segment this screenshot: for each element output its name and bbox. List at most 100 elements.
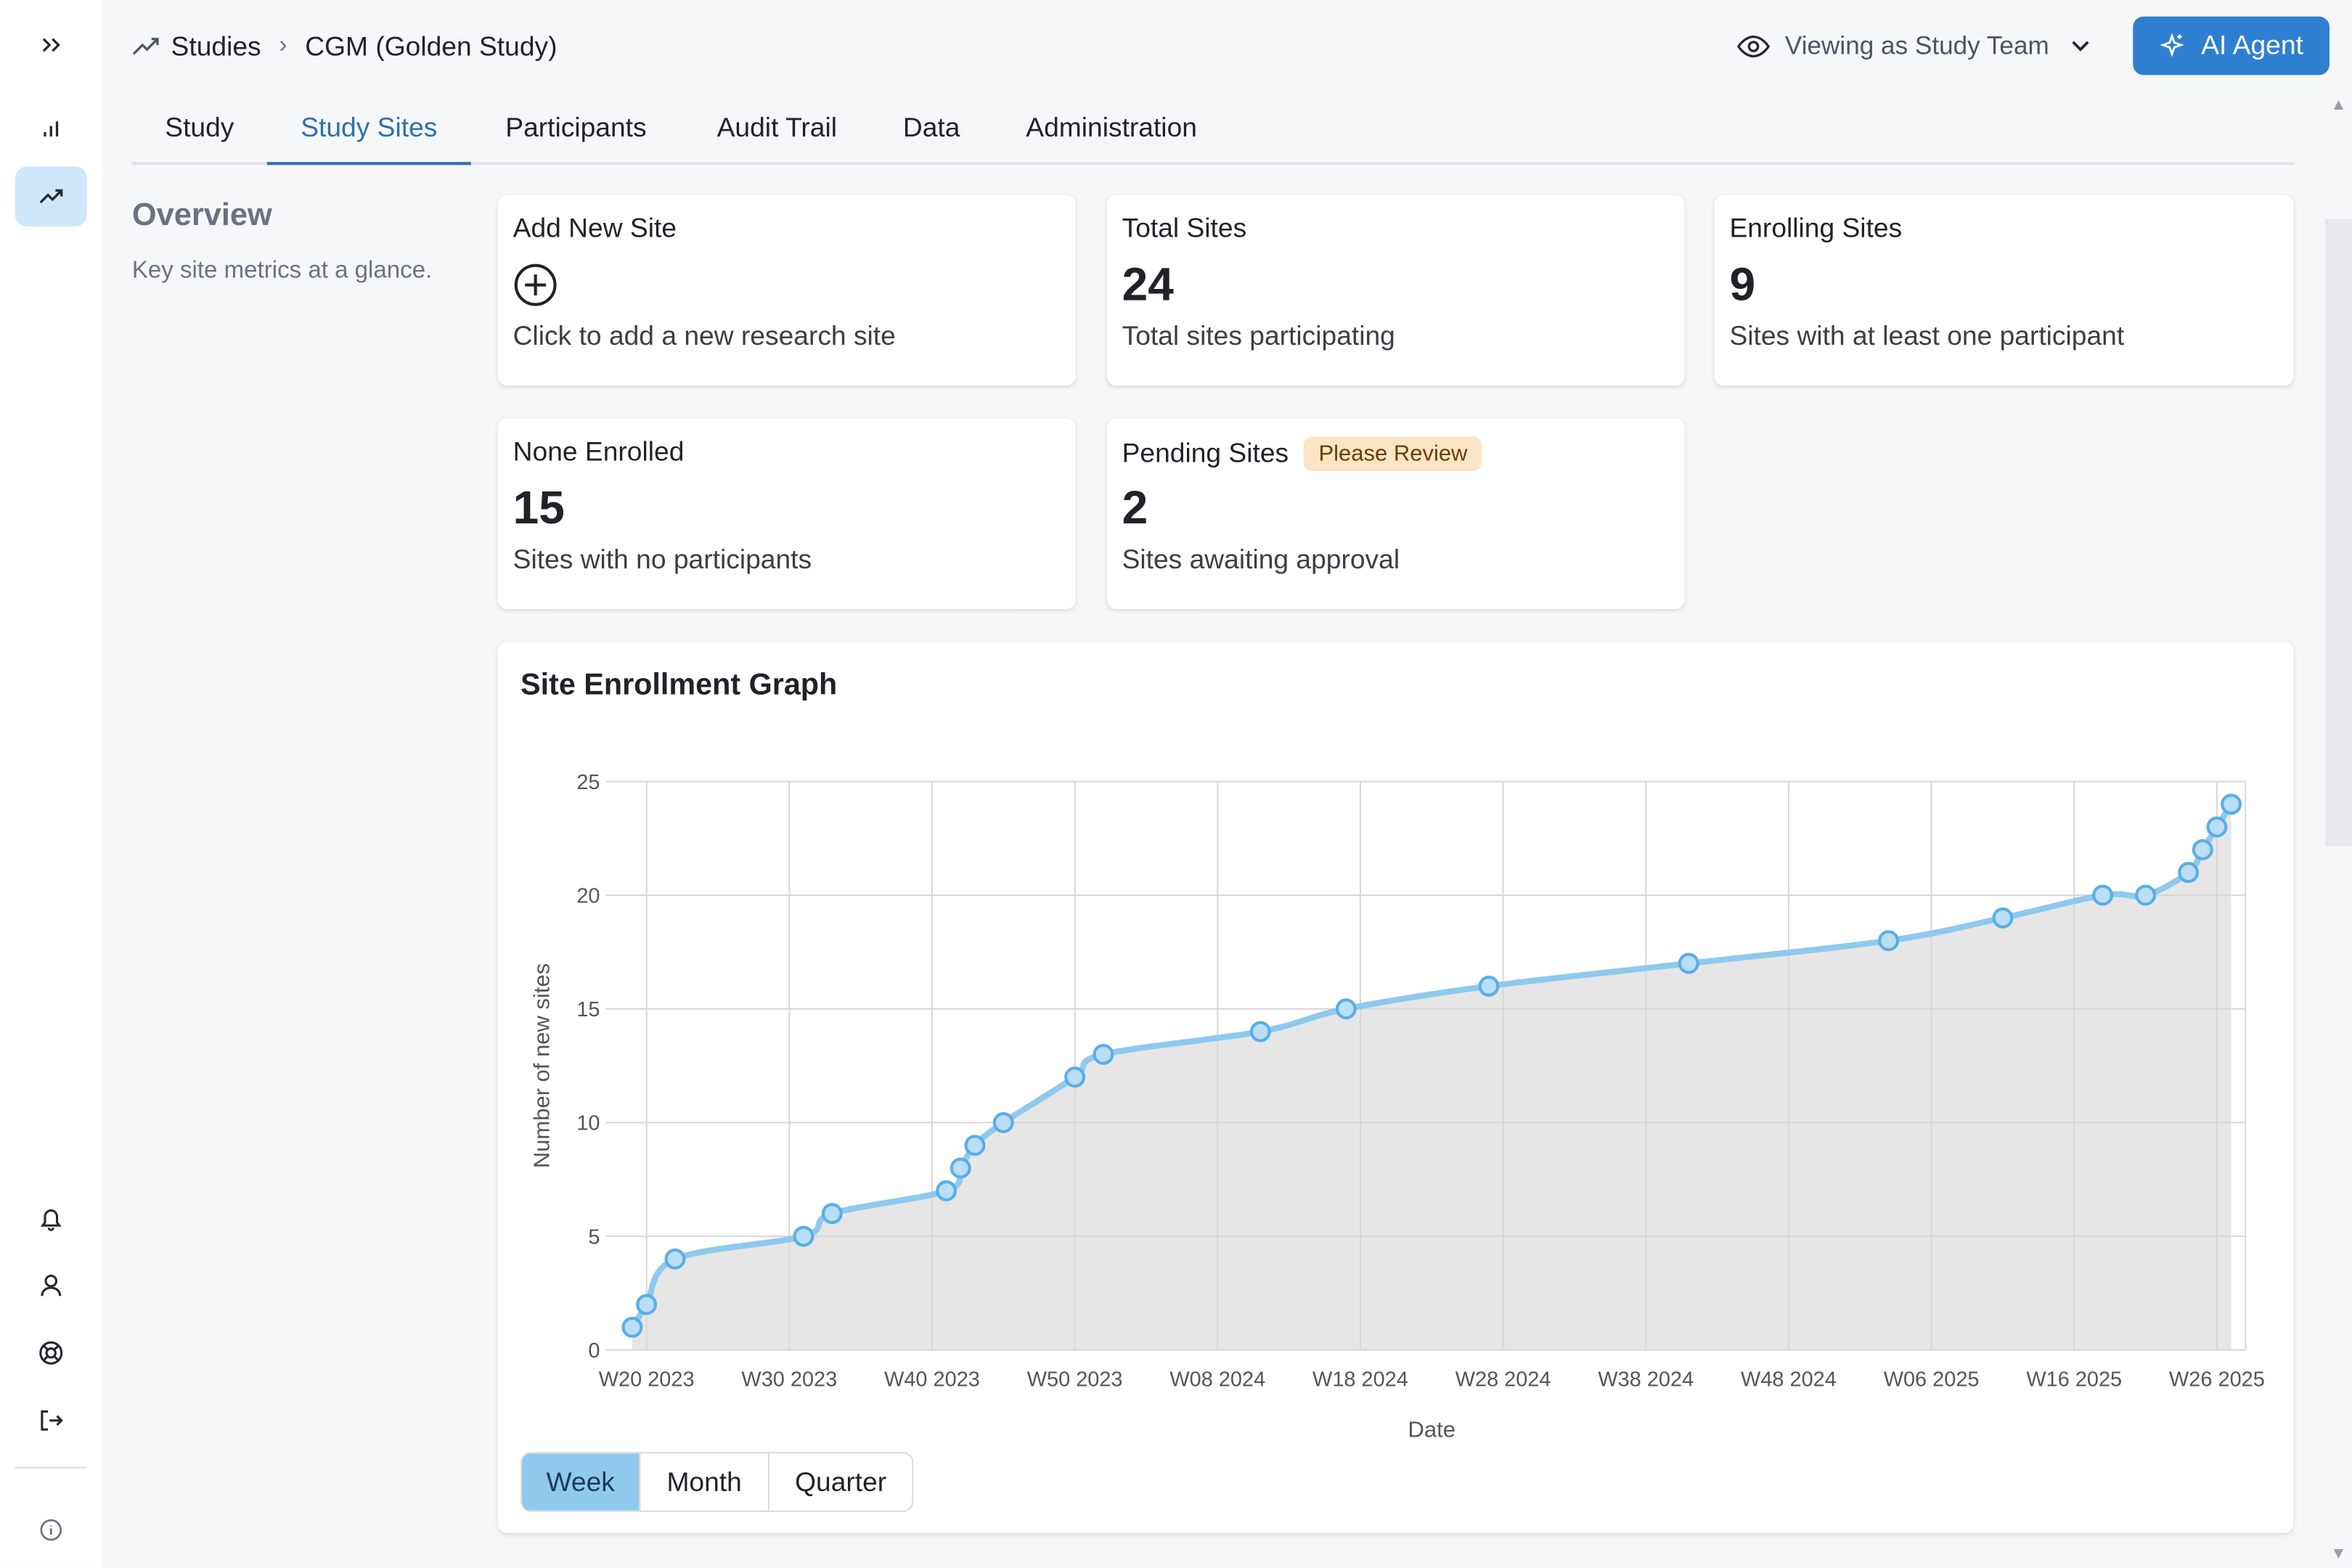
user-icon[interactable] <box>15 1255 87 1315</box>
x-tick-label: W50 2023 <box>1027 1368 1123 1391</box>
viewing-as-selector[interactable]: Viewing as Study Team <box>1736 27 2091 66</box>
card-description: Total sites participating <box>1122 321 1395 351</box>
total-sites-card: Total Sites 24 Total sites participating <box>1106 195 1685 386</box>
data-point <box>793 1225 814 1247</box>
sparkle-icon <box>2159 32 2186 59</box>
card-title: Add New Site <box>513 213 677 243</box>
add-new-site-card[interactable]: Add New Site Click to add a new research… <box>498 195 1076 386</box>
tab-participants[interactable]: Participants <box>505 111 647 142</box>
range-month-button[interactable]: Month <box>640 1453 770 1511</box>
data-point <box>664 1248 686 1270</box>
breadcrumb: Studies › CGM (Golden Study) <box>132 27 558 66</box>
card-title: None Enrolled <box>513 436 685 467</box>
expand-icon[interactable] <box>15 15 87 75</box>
none-enrolled-card: None Enrolled 15 Sites with no participa… <box>498 418 1076 609</box>
enrolling-sites-card: Enrolling Sites 9 Sites with at least on… <box>1714 195 2294 386</box>
card-description: Sites with no participants <box>513 544 812 575</box>
overview-description: Key site metrics at a glance. <box>131 258 433 284</box>
x-tick-label: W20 2023 <box>599 1368 695 1391</box>
card-title: Total Sites <box>1122 213 1247 243</box>
plus-circle-icon <box>513 263 558 315</box>
card-title-row: Pending Sites Please Review <box>1122 436 1483 471</box>
main-area: Studies › CGM (Golden Study) Viewing as … <box>102 0 2352 1568</box>
y-tick-label: 15 <box>576 998 600 1021</box>
data-point <box>950 1157 971 1179</box>
data-point <box>621 1316 643 1338</box>
card-description: Click to add a new research site <box>513 321 896 351</box>
data-point <box>2092 884 2114 906</box>
bell-icon[interactable] <box>15 1188 87 1249</box>
x-tick-label: W28 2024 <box>1455 1368 1551 1391</box>
x-tick-label: W06 2025 <box>1884 1368 1980 1391</box>
x-tick-label: W48 2024 <box>1741 1368 1837 1391</box>
review-badge: Please Review <box>1303 436 1483 471</box>
breadcrumb-studies[interactable]: Studies <box>171 30 261 61</box>
y-tick-label: 0 <box>588 1339 600 1363</box>
rail-divider <box>15 1466 87 1469</box>
tab-data[interactable]: Data <box>902 111 960 142</box>
y-tick-label: 10 <box>576 1112 600 1135</box>
card-value: 9 <box>1729 258 1756 311</box>
x-tick-label: W18 2024 <box>1312 1368 1408 1391</box>
data-point <box>1678 952 1699 974</box>
card-description: Sites awaiting approval <box>1122 544 1400 575</box>
range-quarter-button[interactable]: Quarter <box>795 1466 887 1497</box>
x-tick-label: W38 2024 <box>1598 1368 1694 1391</box>
range-week-button[interactable]: Week <box>522 1453 641 1511</box>
card-value: 15 <box>513 481 565 534</box>
data-point <box>964 1135 986 1156</box>
data-point <box>821 1203 843 1225</box>
card-title: Pending Sites <box>1122 438 1289 468</box>
x-tick-label: W16 2025 <box>2026 1368 2122 1391</box>
y-tick-label: 25 <box>576 771 600 794</box>
card-value: 2 <box>1122 481 1148 534</box>
left-rail <box>0 0 102 1568</box>
data-point <box>1093 1043 1114 1065</box>
tab-administration[interactable]: Administration <box>1026 111 1197 142</box>
data-point <box>2135 884 2157 906</box>
logout-icon[interactable] <box>15 1390 87 1450</box>
tab-study[interactable]: Study <box>165 111 234 142</box>
help-icon[interactable] <box>15 1323 87 1383</box>
data-point <box>1478 976 1500 997</box>
breadcrumb-current: CGM (Golden Study) <box>305 30 558 61</box>
data-point <box>1878 930 1900 952</box>
enrollment-chart: W20 2023 W30 2023 W40 2023 W50 2023 W08 2024… <box>528 771 2265 1442</box>
pending-sites-card[interactable]: Pending Sites Please Review 2 Sites awai… <box>1106 418 1685 609</box>
bar-chart-icon[interactable] <box>15 99 87 159</box>
scrollbar-thumb[interactable] <box>2324 219 2352 846</box>
data-point <box>2221 793 2242 815</box>
area-fill <box>632 804 2231 1350</box>
site-enrollment-card: Site Enrollment Graph W20 2023 W30 2023 W4… <box>498 642 2294 1533</box>
card-title: Enrolling Sites <box>1729 213 1903 243</box>
viewing-as-label: Viewing as Study Team <box>1784 31 2049 60</box>
x-tick-label: W30 2023 <box>741 1368 837 1391</box>
card-value: 24 <box>1122 258 1174 311</box>
y-axis-label: Number of new sites <box>528 963 554 1168</box>
data-point <box>1992 907 2014 928</box>
data-point <box>1064 1066 1086 1088</box>
data-point <box>1249 1021 1271 1042</box>
info-icon[interactable] <box>15 1500 87 1560</box>
tab-study-sites[interactable]: Study Sites <box>266 93 471 166</box>
card-description: Sites with at least one participant <box>1729 321 2125 351</box>
x-axis-label: Date <box>1408 1417 1455 1442</box>
scroll-down-icon[interactable]: ▼ <box>2330 1545 2347 1564</box>
trend-icon[interactable] <box>15 166 87 227</box>
chevron-right-icon: › <box>279 33 287 59</box>
scroll-up-icon[interactable]: ▲ <box>2330 96 2347 115</box>
trend-icon <box>132 36 162 57</box>
data-point <box>992 1111 1014 1133</box>
tab-bar: Study Study Sites Participants Audit Tra… <box>131 93 2295 166</box>
range-toggle: Week Month Quarter <box>520 1452 914 1512</box>
ai-agent-button[interactable]: AI Agent <box>2133 16 2329 75</box>
tab-audit-trail[interactable]: Audit Trail <box>716 111 838 142</box>
data-point <box>2206 816 2228 838</box>
eye-icon <box>1736 35 1771 59</box>
data-point <box>1335 998 1357 1020</box>
overview-title: Overview <box>131 197 272 233</box>
x-tick-label: W26 2025 <box>2169 1368 2265 1391</box>
x-tick-label: W08 2024 <box>1169 1368 1265 1391</box>
x-tick-label: W40 2023 <box>884 1368 980 1391</box>
data-point <box>2192 839 2213 860</box>
